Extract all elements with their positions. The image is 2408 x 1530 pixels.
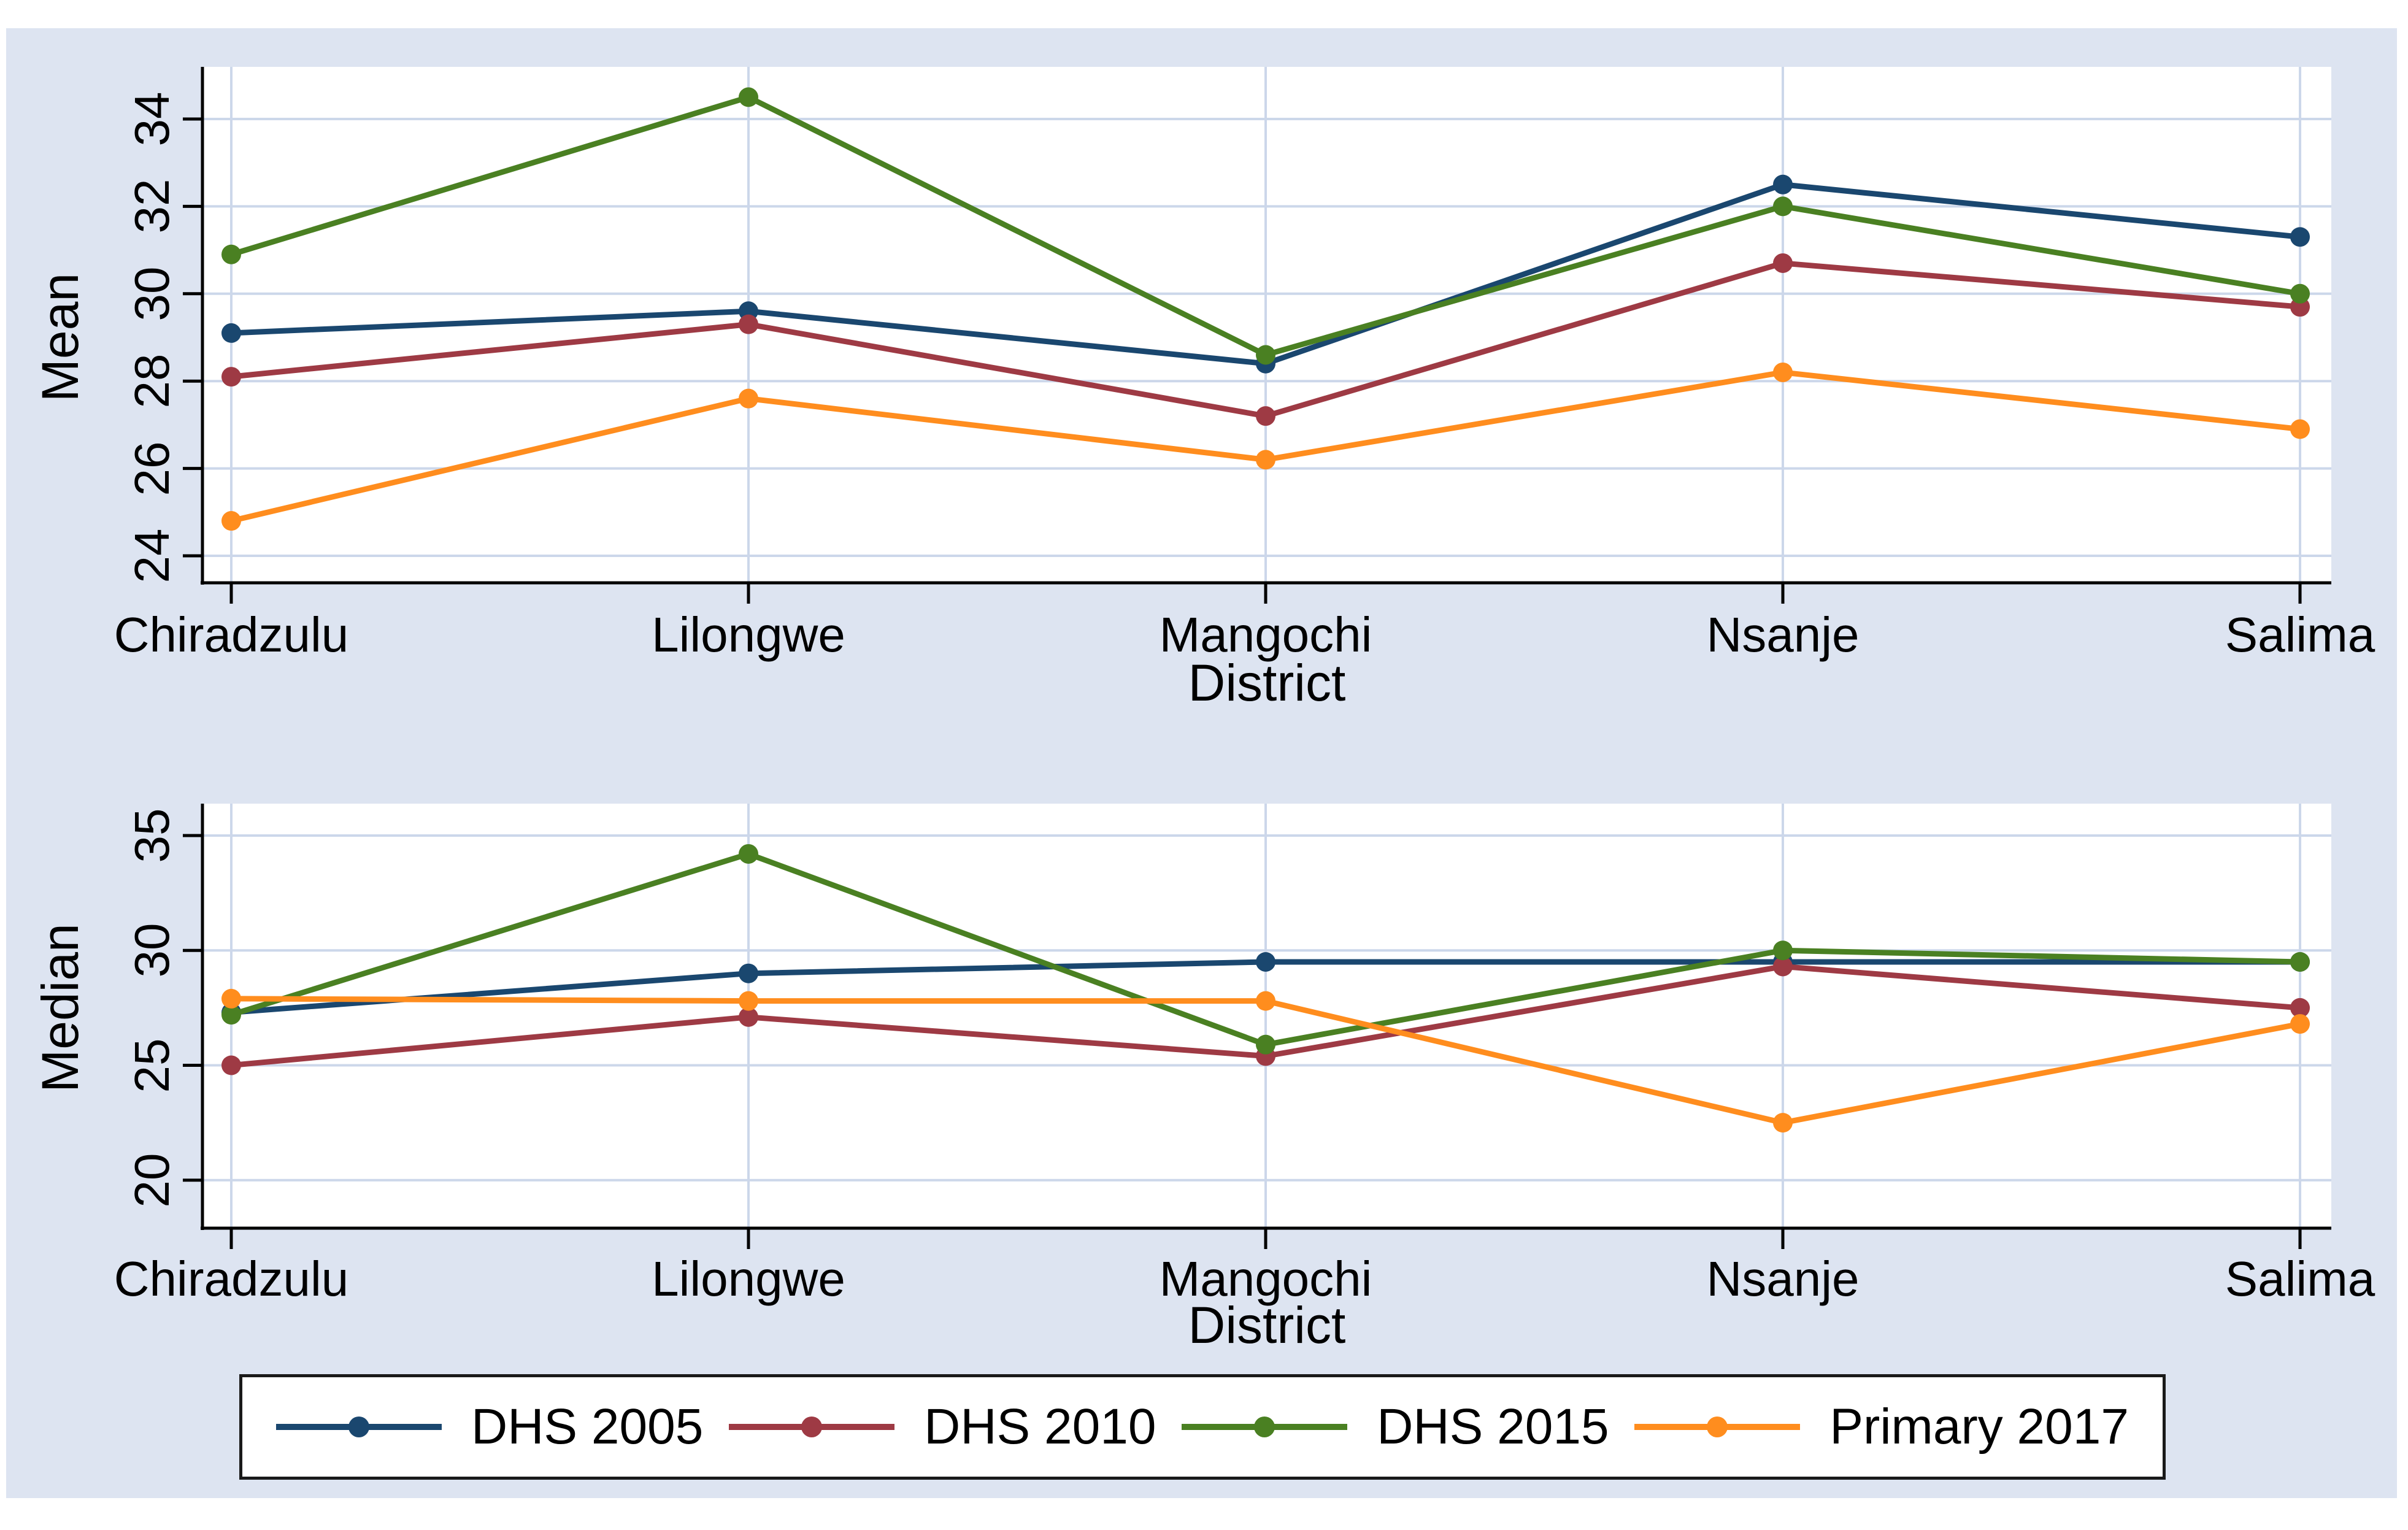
x-tick-label: Nsanje (1706, 1251, 1860, 1306)
x-tick-label: Salima (2225, 1251, 2375, 1306)
legend-marker-icon-primary-2017 (1634, 1417, 1801, 1437)
x-tick-label: Mangochi (1159, 607, 1372, 662)
legend-label: DHS 2010 (924, 1399, 1156, 1455)
data-point-dhs-2015-lilongwe (739, 844, 758, 864)
data-point-dhs-2010-chiradzulu (221, 367, 241, 387)
data-point-primary-2017-mangochi (1256, 991, 1275, 1011)
legend-label: DHS 2015 (1377, 1399, 1609, 1455)
data-point-primary-2017-nsanje (1773, 362, 1793, 382)
data-point-dhs-2010-nsanje (1773, 956, 1793, 977)
data-point-dhs-2015-chiradzulu (221, 244, 241, 264)
x-tick-label: Chiradzulu (113, 1251, 349, 1306)
y-tick-label: 34 (125, 91, 179, 147)
legend-marker-icon-dhs-2005 (276, 1417, 442, 1437)
data-point-dhs-2015-mangochi (1256, 1034, 1275, 1055)
data-point-dhs-2015-salima (2290, 283, 2310, 304)
data-point-dhs-2015-mangochi (1256, 345, 1275, 365)
data-point-dhs-2010-lilongwe (739, 314, 758, 334)
x-tick-label: Lilongwe (652, 607, 845, 662)
data-point-primary-2017-mangochi (1256, 450, 1275, 470)
data-point-dhs-2015-nsanje (1773, 196, 1793, 217)
x-tick-label: Chiradzulu (113, 607, 349, 662)
data-point-dhs-2010-salima (2290, 998, 2310, 1018)
legend-item-primary-2017: Primary 2017 (1634, 1398, 2129, 1456)
legend-label: Primary 2017 (1829, 1399, 2129, 1455)
data-point-dhs-2005-chiradzulu (221, 323, 241, 343)
legend: DHS 2005 DHS 2010 DHS 2015 Primary 2017 (239, 1374, 2166, 1480)
data-point-dhs-2015-nsanje (1773, 940, 1793, 961)
data-point-primary-2017-chiradzulu (221, 511, 241, 531)
legend-dot (1254, 1417, 1275, 1437)
legend-label: DHS 2005 (471, 1399, 704, 1455)
x-tick-label: Nsanje (1706, 607, 1860, 662)
data-point-primary-2017-salima (2290, 419, 2310, 439)
data-point-dhs-2015-salima (2290, 951, 2310, 972)
legend-dot (348, 1417, 369, 1437)
data-point-primary-2017-nsanje (1773, 1113, 1793, 1133)
data-point-primary-2017-salima (2290, 1014, 2310, 1034)
data-point-dhs-2005-lilongwe (739, 963, 758, 983)
y-axis-title-median: Median (31, 923, 89, 1093)
data-point-dhs-2005-mangochi (1256, 951, 1275, 972)
y-axis-title-mean: Mean (31, 272, 89, 402)
x-axis-title-district-bottom: District (1188, 1296, 1346, 1354)
data-point-dhs-2005-nsanje (1773, 174, 1793, 194)
data-point-dhs-2010-chiradzulu (221, 1055, 241, 1075)
data-point-primary-2017-lilongwe (739, 388, 758, 409)
y-tick-label: 25 (125, 1038, 179, 1093)
legend-item-dhs-2005: DHS 2005 (276, 1398, 703, 1456)
data-point-dhs-2010-nsanje (1773, 253, 1793, 273)
x-axis-title-district-top: District (1188, 653, 1346, 712)
legend-dot (801, 1417, 823, 1437)
y-tick-label: 30 (125, 923, 179, 978)
x-tick-label: Mangochi (1159, 1251, 1372, 1306)
x-tick-label: Lilongwe (652, 1251, 845, 1306)
legend-dot (1707, 1417, 1728, 1437)
y-tick-label: 35 (125, 808, 179, 863)
legend-item-dhs-2010: DHS 2010 (729, 1398, 1156, 1456)
x-tick-label: Salima (2225, 607, 2375, 662)
data-point-dhs-2015-chiradzulu (221, 1005, 241, 1025)
legend-marker-icon-dhs-2015 (1182, 1417, 1348, 1437)
legend-marker-icon-dhs-2010 (729, 1417, 895, 1437)
data-point-dhs-2010-mangochi (1256, 406, 1275, 426)
data-point-dhs-2005-salima (2290, 227, 2310, 247)
data-point-dhs-2015-lilongwe (739, 87, 758, 107)
legend-item-dhs-2015: DHS 2015 (1182, 1398, 1609, 1456)
data-point-primary-2017-chiradzulu (221, 988, 241, 1009)
data-point-dhs-2010-lilongwe (739, 1007, 758, 1027)
data-point-primary-2017-lilongwe (739, 991, 758, 1011)
